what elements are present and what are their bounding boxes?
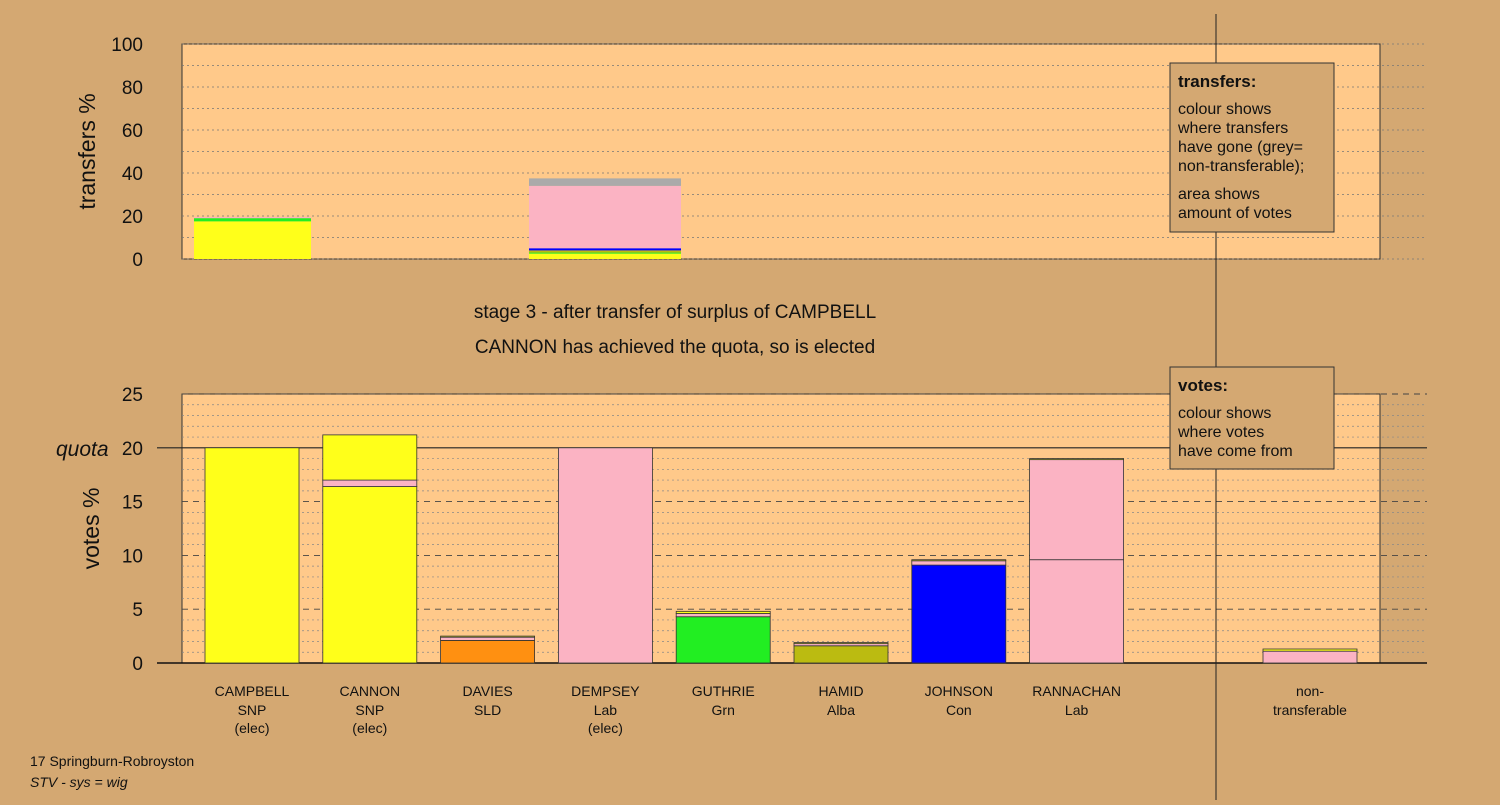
transfers-tick-label: 20 [122,207,143,228]
transfers-tick-label: 80 [122,78,143,99]
vote-segment [204,447,300,664]
votes-tick-label: 20 [122,439,143,460]
category-party-label: SNP [238,702,267,718]
category-status-label: (elec) [588,720,623,736]
transfer-segment [529,185,681,249]
votes-tick-label: 10 [122,546,143,567]
vote-segment [440,636,536,641]
votes-axis-label: votes % [78,488,104,570]
category-status-label: (elec) [234,720,269,736]
votes-tick-label: 0 [132,654,143,675]
footer-ward: 17 Springburn-Robroyston [30,753,195,769]
category-name-label: CANNON [339,683,400,699]
vote-segment [322,486,418,664]
nontransferable-segment [1262,650,1358,664]
vote-segment [675,610,771,614]
vote-segment [793,642,889,645]
stage-description: stage 3 - after transfer of surplus of C… [474,302,876,323]
vote-segment [558,447,653,664]
transfers-tick-label: 40 [122,164,143,185]
transfer-segment [194,221,311,259]
vote-segment [911,559,1007,562]
transfer-segment [529,248,681,251]
votes-legend [1169,366,1335,470]
vote-segment [322,479,418,487]
category-party-label: SNP [355,702,384,718]
vote-segment [1029,459,1124,561]
transfer-segment [194,218,311,222]
transfers-tick-label: 100 [111,35,143,56]
category-party-label: Lab [1065,702,1089,718]
category-name-label: HAMID [818,683,863,699]
vote-segment [675,613,771,618]
votes-legend-text: colour shows [1178,405,1271,422]
transfers-tick-label: 0 [132,250,143,271]
category-status-label: (elec) [352,720,387,736]
vote-segment [322,434,418,481]
vote-segment [440,635,536,638]
category-party-label: SLD [474,702,501,718]
vote-segment [793,645,889,664]
transfers-legend-text: have gone (grey= [1178,139,1303,156]
transfer-segment [529,250,681,253]
votes-legend-title: votes: [1178,376,1228,395]
transfers-legend [1169,62,1335,233]
transfers-axis-label: transfers % [74,93,100,209]
category-party-label: Con [946,702,972,718]
category-name-label: DAVIES [462,683,512,699]
transfer-segment [529,178,681,186]
category-name-label: DEMPSEY [571,683,640,699]
category-name-label: CAMPBELL [215,683,290,699]
transfers-legend-text: amount of votes [1178,205,1292,222]
transfer-segment [529,253,681,259]
votes-tick-label: 25 [122,385,143,406]
vote-segment [675,616,771,664]
votes-tick-label: 15 [122,493,143,514]
votes-tick-label: 5 [132,600,143,621]
transfers-legend-text: non-transferable); [1178,158,1304,175]
category-party-label: Lab [594,702,618,718]
category-party-label: Alba [827,702,855,718]
vote-segment [1029,458,1124,461]
category-name-label: JOHNSON [925,683,993,699]
category-name-label: GUTHRIE [692,683,755,699]
nontransferable-segment [1262,648,1358,652]
footer-system: STV - sys = wig [30,774,128,790]
nontransferable-label: transferable [1273,702,1347,718]
votes-legend-text: where votes [1177,424,1264,441]
election-result-text: CANNON has achieved the quota, so is ele… [475,337,875,358]
nontransferable-label: non- [1296,683,1324,699]
transfers-legend-text: colour shows [1178,101,1271,118]
votes-legend-text: have come from [1178,443,1293,460]
category-name-label: RANNACHAN [1032,683,1121,699]
vote-segment [911,560,1007,566]
category-party-label: Grn [712,702,735,718]
transfers-legend-title: transfers: [1178,72,1256,91]
transfers-tick-label: 60 [122,121,143,142]
transfers-legend-text: where transfers [1177,120,1288,137]
vote-segment [1029,559,1124,664]
transfers-legend-text: area shows [1178,186,1260,203]
transfer-segment [194,217,311,219]
vote-segment [911,564,1007,664]
quota-label: quota [56,438,109,461]
transfer-segment [529,252,681,254]
vote-segment [440,640,536,664]
